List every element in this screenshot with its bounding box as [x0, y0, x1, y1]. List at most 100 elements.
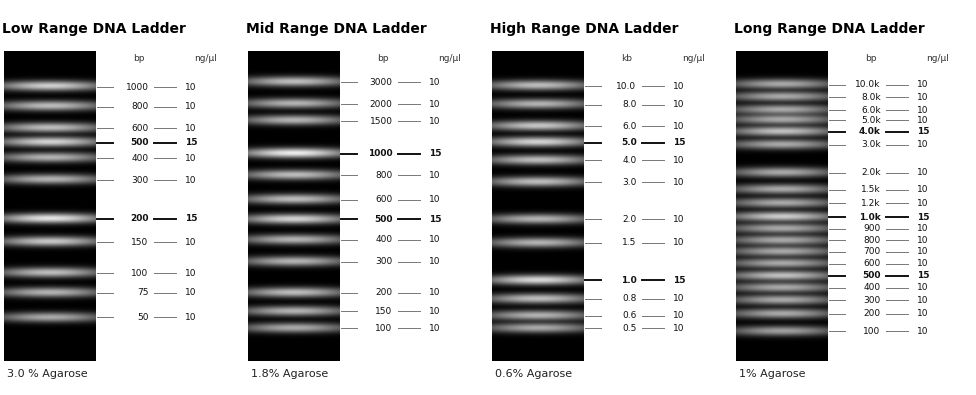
- Text: 10: 10: [185, 154, 197, 163]
- Text: 4.0: 4.0: [623, 156, 636, 165]
- Text: 6.0k: 6.0k: [861, 106, 880, 115]
- Text: 0.6% Agarose: 0.6% Agarose: [495, 369, 572, 379]
- Text: 150: 150: [132, 237, 148, 246]
- Text: 300: 300: [132, 175, 148, 184]
- Text: 15: 15: [185, 214, 198, 223]
- Text: Long Range DNA Ladder: Long Range DNA Ladder: [734, 22, 924, 36]
- Text: 800: 800: [132, 102, 148, 111]
- Text: 10: 10: [917, 259, 929, 268]
- Text: 5.0: 5.0: [621, 138, 636, 147]
- Text: 10.0k: 10.0k: [855, 80, 880, 89]
- Text: 10: 10: [185, 288, 197, 297]
- Text: 1.5k: 1.5k: [861, 186, 880, 194]
- Text: 10: 10: [429, 195, 441, 204]
- Text: 10: 10: [429, 288, 441, 297]
- Text: 15: 15: [429, 149, 442, 158]
- Text: 10: 10: [429, 100, 441, 109]
- Text: 10: 10: [673, 122, 685, 131]
- Text: 150: 150: [376, 307, 392, 316]
- Text: ng/µl: ng/µl: [194, 55, 217, 64]
- Text: 10: 10: [917, 248, 929, 256]
- Text: 15: 15: [673, 138, 686, 147]
- Text: 900: 900: [864, 224, 880, 233]
- Text: 10: 10: [429, 78, 441, 87]
- Text: bp: bp: [377, 55, 388, 64]
- Text: 10: 10: [429, 257, 441, 266]
- Text: 500: 500: [862, 271, 880, 280]
- Text: 1000: 1000: [126, 83, 148, 92]
- Text: 600: 600: [376, 195, 392, 204]
- Text: 15: 15: [917, 128, 930, 136]
- Text: 10: 10: [185, 313, 197, 322]
- Text: 10: 10: [917, 80, 929, 89]
- Text: 10: 10: [917, 168, 929, 177]
- Text: 10: 10: [185, 237, 197, 246]
- Text: 10: 10: [429, 324, 441, 333]
- Text: bp: bp: [865, 55, 876, 64]
- Text: 1.5: 1.5: [622, 239, 636, 248]
- Text: 2.0: 2.0: [623, 215, 636, 224]
- Text: 400: 400: [864, 283, 880, 292]
- Text: ng/µl: ng/µl: [438, 55, 461, 64]
- Text: 10: 10: [429, 235, 441, 245]
- Text: ng/µl: ng/µl: [682, 55, 705, 64]
- Text: 10: 10: [185, 175, 197, 184]
- Text: 10: 10: [917, 141, 929, 149]
- Text: 1.8% Agarose: 1.8% Agarose: [251, 369, 328, 379]
- Text: 400: 400: [376, 235, 392, 245]
- Text: 75: 75: [137, 288, 148, 297]
- Text: 10: 10: [917, 310, 929, 318]
- Text: 15: 15: [429, 215, 442, 224]
- Text: 10: 10: [673, 239, 685, 248]
- Text: 1.0: 1.0: [621, 276, 636, 285]
- Text: 700: 700: [864, 248, 880, 256]
- Text: 2000: 2000: [370, 100, 392, 109]
- Text: 10: 10: [917, 116, 929, 125]
- Text: 500: 500: [374, 215, 392, 224]
- Text: 300: 300: [864, 295, 880, 305]
- Text: 10: 10: [673, 294, 685, 303]
- Text: 10: 10: [917, 106, 929, 115]
- Text: 10: 10: [917, 93, 929, 102]
- Text: 10: 10: [917, 236, 929, 245]
- Text: 4.0k: 4.0k: [859, 128, 880, 136]
- Text: 10: 10: [185, 124, 197, 133]
- Text: 600: 600: [132, 124, 148, 133]
- Text: ng/µl: ng/µl: [926, 55, 949, 64]
- Text: 10: 10: [429, 307, 441, 316]
- Text: 500: 500: [130, 138, 148, 147]
- Text: 100: 100: [864, 327, 880, 335]
- Text: 800: 800: [376, 171, 392, 180]
- Text: 100: 100: [132, 269, 148, 278]
- Text: 10: 10: [673, 100, 685, 109]
- Text: 1.2k: 1.2k: [861, 199, 880, 208]
- Text: 5.0k: 5.0k: [861, 116, 880, 125]
- Text: 15: 15: [917, 213, 930, 222]
- Text: 200: 200: [130, 214, 148, 223]
- Text: 10: 10: [185, 102, 197, 111]
- Text: 10.0: 10.0: [617, 82, 636, 90]
- Text: 10: 10: [185, 269, 197, 278]
- Text: 15: 15: [673, 276, 686, 285]
- Text: 200: 200: [376, 288, 392, 297]
- Text: 10: 10: [673, 178, 685, 187]
- Text: 1% Agarose: 1% Agarose: [739, 369, 805, 379]
- Text: 15: 15: [185, 138, 198, 147]
- Text: 10: 10: [185, 83, 197, 92]
- Text: 10: 10: [673, 156, 685, 165]
- Text: kb: kb: [622, 55, 632, 64]
- Text: 10: 10: [917, 295, 929, 305]
- Text: 10: 10: [673, 215, 685, 224]
- Text: 800: 800: [864, 236, 880, 245]
- Text: Low Range DNA Ladder: Low Range DNA Ladder: [2, 22, 185, 36]
- Text: 10: 10: [917, 224, 929, 233]
- Text: 10: 10: [429, 171, 441, 180]
- Text: 400: 400: [132, 154, 148, 163]
- Text: 10: 10: [917, 199, 929, 208]
- Text: 10: 10: [673, 324, 685, 333]
- Text: 10: 10: [429, 117, 441, 126]
- Text: 300: 300: [376, 257, 392, 266]
- Text: 1000: 1000: [368, 149, 392, 158]
- Text: Mid Range DNA Ladder: Mid Range DNA Ladder: [246, 22, 427, 36]
- Text: 6.0: 6.0: [622, 122, 636, 131]
